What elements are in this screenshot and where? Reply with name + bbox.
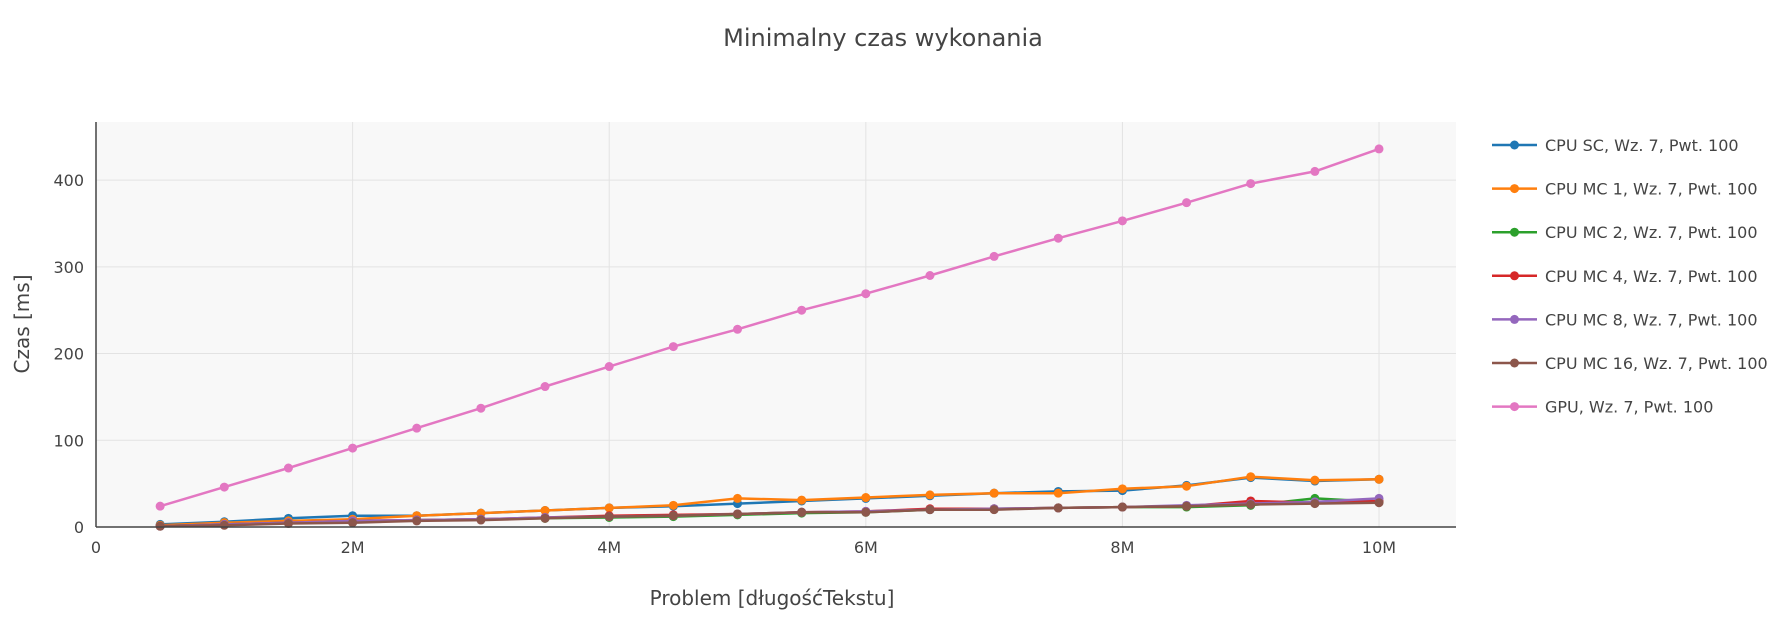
x-tick-label: 6M <box>854 538 878 557</box>
tick-labels: 0 2M 4M 6M 8M 10M 0 100 200 300 400 <box>53 171 1396 557</box>
data-point <box>219 520 229 530</box>
data-point <box>1182 198 1192 208</box>
data-point <box>412 423 422 433</box>
legend-label: CPU MC 16, Wz. 7, Pwt. 100 <box>1545 354 1768 373</box>
data-point <box>412 516 422 526</box>
data-point <box>861 289 871 299</box>
data-point <box>733 493 743 503</box>
data-point <box>1117 216 1127 226</box>
data-point <box>219 482 229 492</box>
data-point <box>925 271 935 281</box>
data-point <box>989 505 999 515</box>
data-point <box>1182 501 1192 511</box>
legend-swatch-marker <box>1510 402 1519 412</box>
data-point <box>797 305 807 315</box>
x-tick-label: 0 <box>91 538 101 557</box>
legend-label: GPU, Wz. 7, Pwt. 100 <box>1545 398 1713 417</box>
series-lines <box>155 144 1384 531</box>
data-point <box>604 503 614 513</box>
data-point <box>797 495 807 505</box>
y-tick-label: 0 <box>74 518 84 537</box>
data-point <box>476 515 486 525</box>
y-tick-label: 300 <box>53 258 84 277</box>
data-point <box>1310 166 1320 176</box>
data-point <box>1182 481 1192 491</box>
legend-swatch-marker <box>1510 271 1519 281</box>
x-tick-label: 2M <box>341 538 365 557</box>
gridlines <box>96 122 1456 527</box>
data-point <box>1117 484 1127 494</box>
legend-item[interactable]: CPU MC 2, Wz. 7, Pwt. 100 <box>1492 223 1758 242</box>
data-point <box>348 443 358 453</box>
chart-title: Minimalny czas wykonania <box>723 24 1043 52</box>
legend-swatch-marker <box>1510 314 1519 324</box>
legend-label: CPU SC, Wz. 7, Pwt. 100 <box>1545 136 1739 155</box>
x-axis-title: Problem [długośćTekstu] <box>650 586 895 610</box>
series-7 <box>155 144 1384 511</box>
data-point <box>797 507 807 517</box>
x-tick-label: 4M <box>597 538 621 557</box>
legend-item[interactable]: CPU MC 16, Wz. 7, Pwt. 100 <box>1492 354 1768 373</box>
y-tick-label: 100 <box>53 431 84 450</box>
data-point <box>861 507 871 517</box>
data-point <box>1053 488 1063 498</box>
legend-item[interactable]: CPU SC, Wz. 7, Pwt. 100 <box>1492 136 1739 155</box>
legend-label: CPU MC 2, Wz. 7, Pwt. 100 <box>1545 223 1758 242</box>
legend-label: CPU MC 4, Wz. 7, Pwt. 100 <box>1545 267 1758 286</box>
data-point <box>668 511 678 521</box>
legend-swatch-marker <box>1510 184 1519 194</box>
legend[interactable]: CPU SC, Wz. 7, Pwt. 100 CPU MC 1, Wz. 7, … <box>1492 136 1768 417</box>
data-point <box>1246 179 1256 189</box>
y-tick-label: 400 <box>53 171 84 190</box>
x-tick-label: 8M <box>1110 538 1134 557</box>
data-point <box>925 490 935 500</box>
data-point <box>604 362 614 372</box>
data-point <box>540 506 550 516</box>
data-point <box>283 519 293 529</box>
data-point <box>1246 472 1256 482</box>
data-point <box>989 251 999 261</box>
data-point <box>1374 498 1384 508</box>
data-point <box>1117 502 1127 512</box>
legend-item[interactable]: CPU MC 4, Wz. 7, Pwt. 100 <box>1492 267 1758 286</box>
legend-swatch-marker <box>1510 358 1519 368</box>
legend-swatch-marker <box>1510 140 1519 150</box>
x-tick-label: 10M <box>1362 538 1396 557</box>
data-point <box>155 521 165 531</box>
legend-item[interactable]: CPU MC 8, Wz. 7, Pwt. 100 <box>1492 310 1758 329</box>
data-point <box>861 493 871 503</box>
data-point <box>155 501 165 511</box>
legend-swatch-marker <box>1510 227 1519 237</box>
legend-item[interactable]: CPU MC 1, Wz. 7, Pwt. 100 <box>1492 180 1758 199</box>
series-line <box>160 475 1380 527</box>
data-point <box>476 403 486 413</box>
series-line <box>160 501 1380 528</box>
data-point <box>668 500 678 510</box>
legend-item[interactable]: GPU, Wz. 7, Pwt. 100 <box>1492 398 1713 417</box>
legend-label: CPU MC 8, Wz. 7, Pwt. 100 <box>1545 310 1758 329</box>
data-point <box>604 512 614 522</box>
data-point <box>668 342 678 352</box>
data-point <box>733 324 743 334</box>
data-point <box>283 463 293 473</box>
data-point <box>925 505 935 515</box>
data-point <box>1310 475 1320 485</box>
data-point <box>1374 474 1384 484</box>
data-point <box>1246 499 1256 509</box>
data-point <box>733 509 743 519</box>
data-point <box>348 518 358 528</box>
y-tick-label: 200 <box>53 345 84 364</box>
data-point <box>540 382 550 392</box>
legend-label: CPU MC 1, Wz. 7, Pwt. 100 <box>1545 180 1758 199</box>
data-point <box>1374 144 1384 154</box>
data-point <box>540 513 550 523</box>
data-point <box>1053 233 1063 243</box>
data-point <box>1310 499 1320 509</box>
series-line <box>159 147 1380 508</box>
data-point <box>989 488 999 498</box>
y-axis-title: Czas [ms] <box>10 274 34 373</box>
data-point <box>1053 503 1063 513</box>
